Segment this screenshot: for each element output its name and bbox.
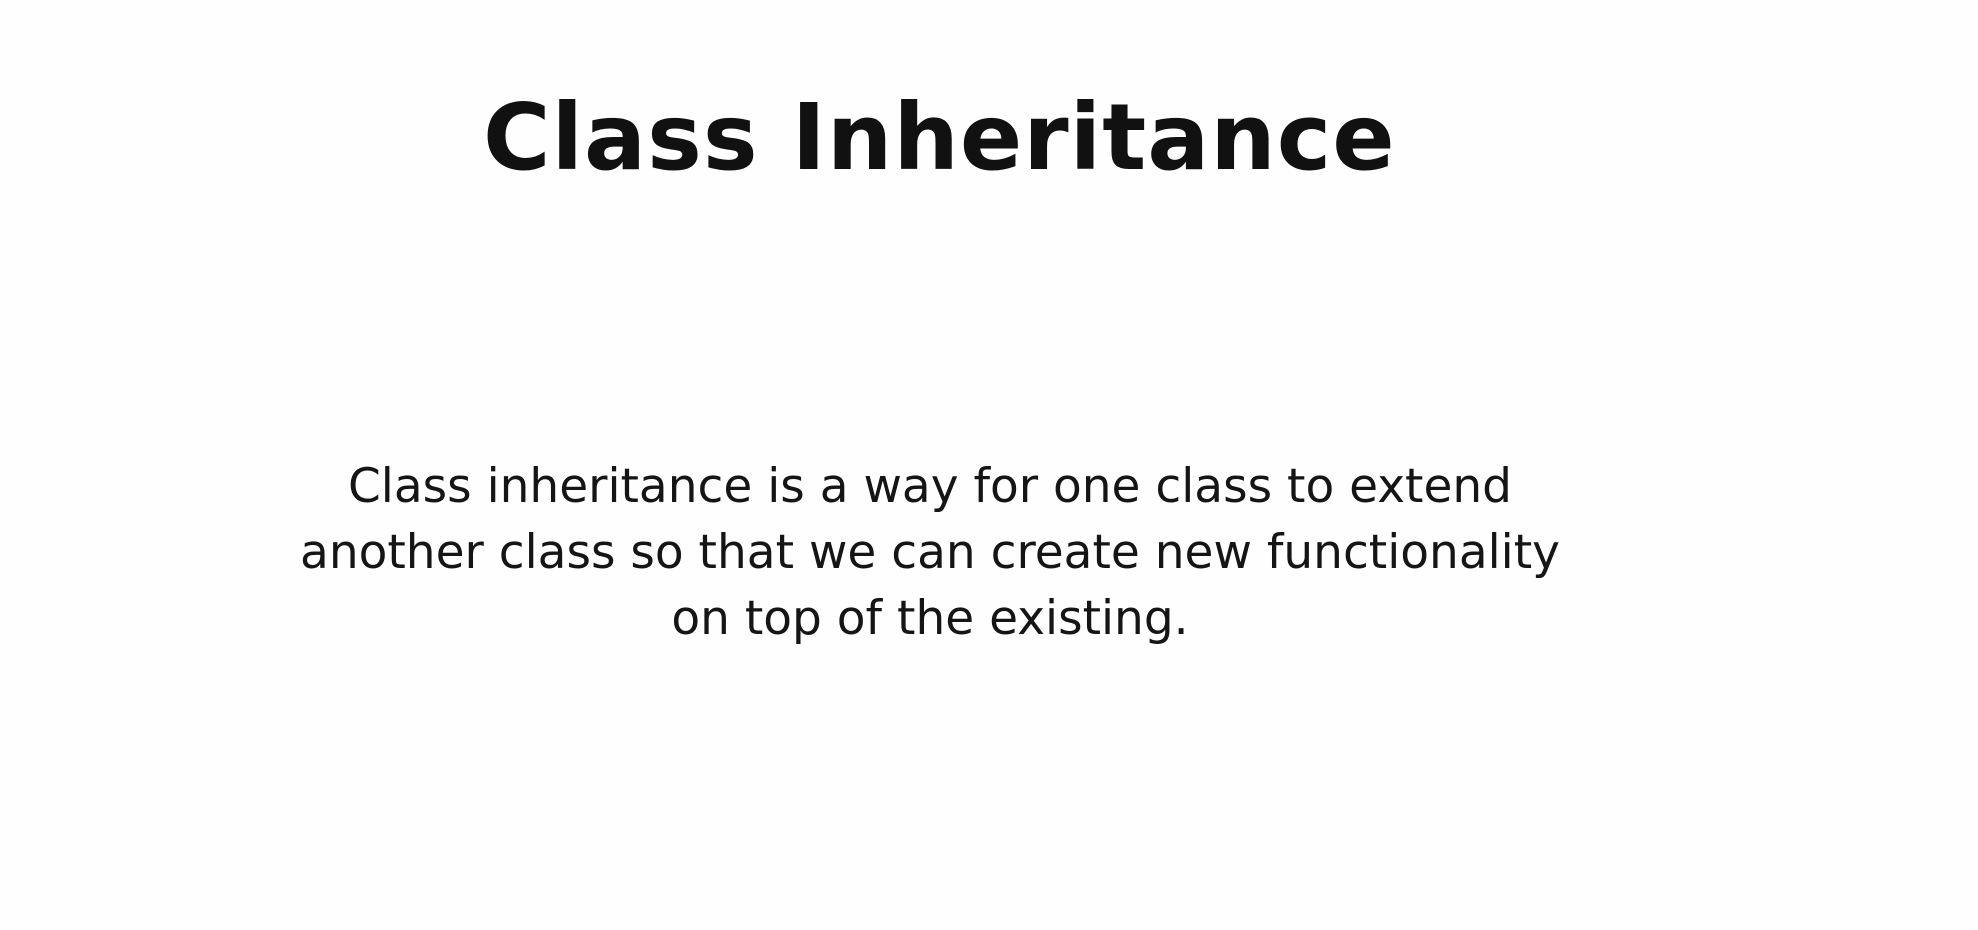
body-line-1: Class inheritance is a way for one class… [347,459,1513,514]
body-line-3: on top of the existing. [671,591,1189,646]
body-line-2: another class so that we can create new … [300,525,1560,580]
slide-body: Class inheritance is a way for one class… [220,454,1640,652]
slide-title: Class Inheritance [483,84,1396,191]
